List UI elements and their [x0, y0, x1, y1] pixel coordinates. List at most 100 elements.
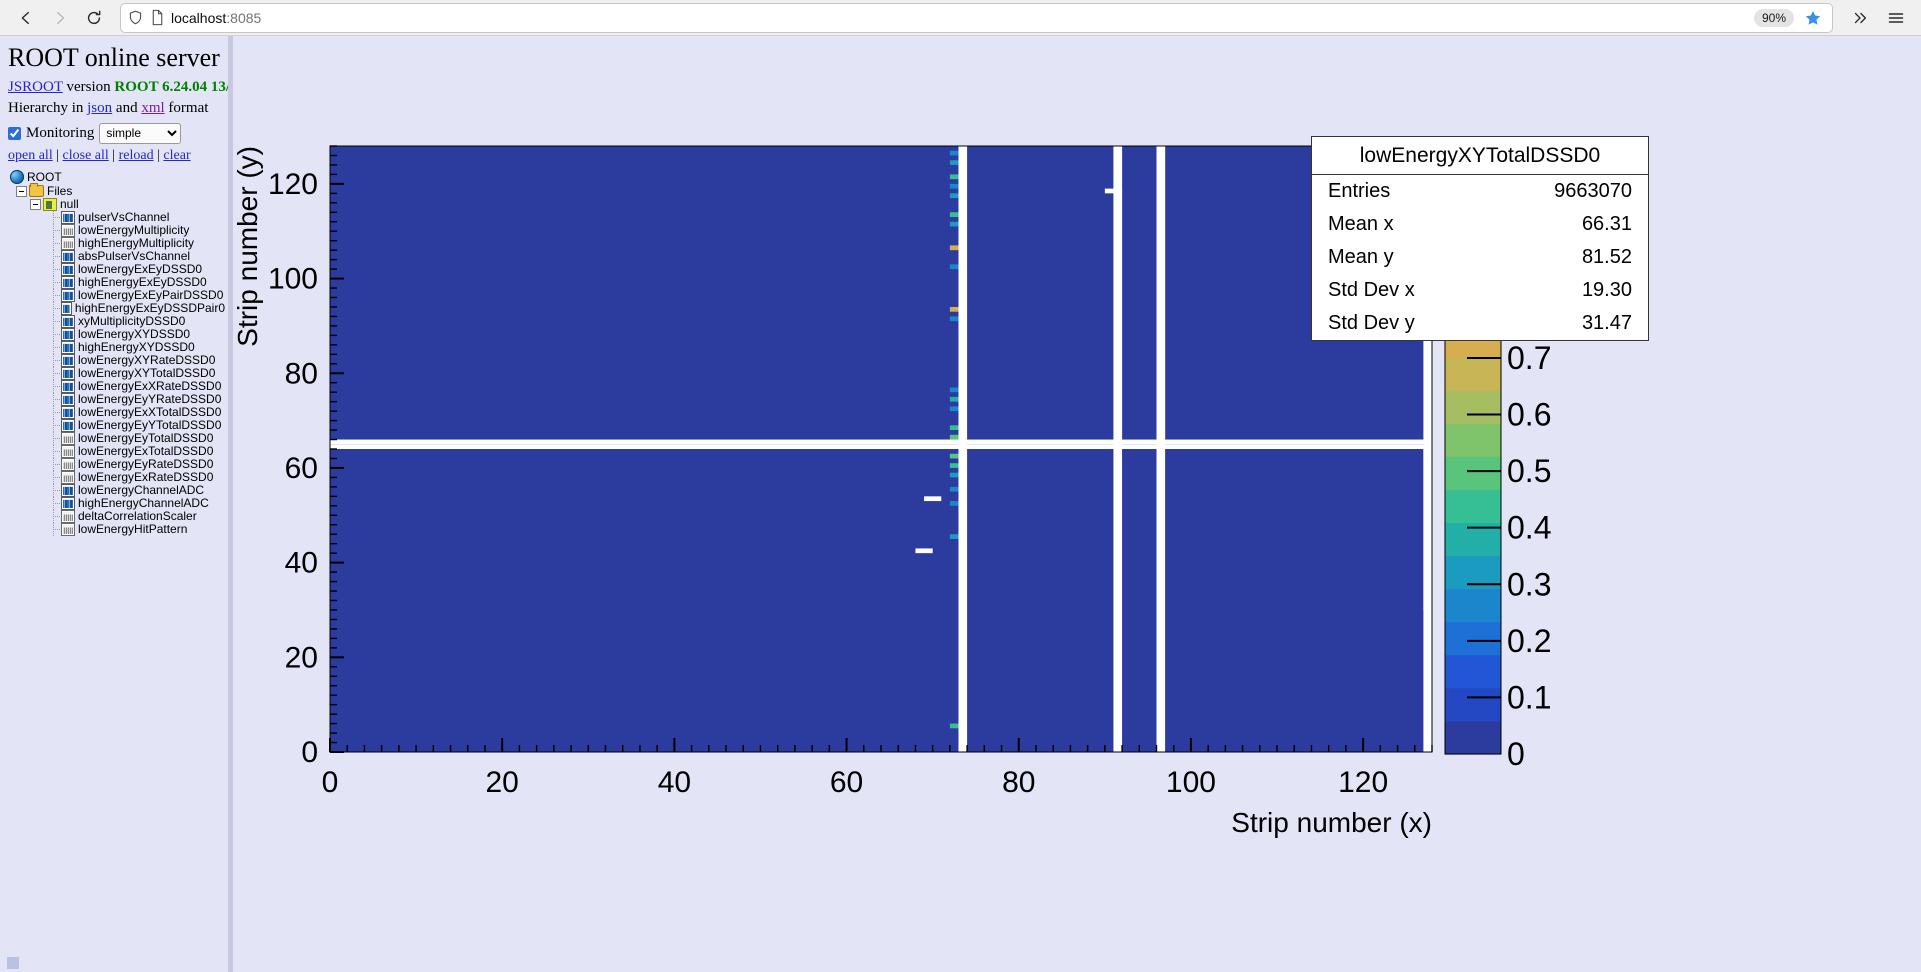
open-all-link[interactable]: open all — [8, 147, 53, 163]
hist2d-icon — [61, 418, 75, 432]
tree-item-lowEnergyChannelADC[interactable]: lowEnergyChannelADC — [8, 482, 225, 497]
tree-node-root[interactable]: ROOT — [8, 170, 225, 185]
close-all-link[interactable]: close all — [62, 147, 109, 163]
xml-link[interactable]: xml — [141, 99, 165, 116]
tree-item-highEnergyExEyDSSDPair0[interactable]: highEnergyExEyDSSDPair0 — [8, 300, 225, 315]
tree-item-label[interactable]: lowEnergyExXRateDSSD0 — [78, 378, 222, 393]
hist2d-icon — [61, 392, 75, 406]
y-tick-label-120: 120 — [268, 168, 318, 201]
address-bar[interactable]: localhost:8085 90% — [120, 2, 1833, 33]
tree-item-label[interactable]: lowEnergyExTotalDSSD0 — [78, 443, 214, 458]
tree-item-lowEnergyExTotalDSSD0[interactable]: lowEnergyExTotalDSSD0 — [8, 443, 225, 458]
tree-item-lowEnergyExEyDSSD0[interactable]: lowEnergyExEyDSSD0 — [8, 261, 225, 276]
tree-item-lowEnergyExRateDSSD0[interactable]: lowEnergyExRateDSSD0 — [8, 469, 225, 484]
heatmap-cell-x72-y55 — [949, 486, 959, 492]
tree-item-label[interactable]: highEnergyExEyDSSD0 — [78, 274, 207, 289]
shield-icon[interactable] — [127, 9, 144, 26]
bookmark-star-icon[interactable] — [1800, 9, 1826, 27]
tree-item-label[interactable]: lowEnergyEyYRateDSSD0 — [78, 391, 222, 406]
tree-item-label[interactable]: lowEnergyXYRateDSSD0 — [78, 352, 216, 367]
colorbar-label-0.4: 0.4 — [1507, 510, 1551, 546]
tree-item-label[interactable]: lowEnergyXYTotalDSSD0 — [78, 365, 216, 380]
tree-item-lowEnergyEyTotalDSSD0[interactable]: lowEnergyEyTotalDSSD0 — [8, 430, 225, 445]
tree-node-file-null[interactable]: null — [8, 196, 225, 211]
tree-item-highEnergyChannelADC[interactable]: highEnergyChannelADC — [8, 495, 225, 510]
tree-item-label[interactable]: lowEnergyExXTotalDSSD0 — [78, 404, 222, 419]
heatmap-white-patch-2 — [1104, 188, 1123, 194]
tree-label-null[interactable]: null — [60, 196, 79, 211]
reload-link[interactable]: reload — [118, 147, 154, 163]
collapse-toggle-null[interactable] — [30, 198, 41, 210]
tree-connector — [48, 210, 61, 224]
hist2d-icon — [61, 379, 75, 393]
tree-item-label[interactable]: pulserVsChannel — [78, 209, 170, 224]
tree-item-pulserVsChannel[interactable]: pulserVsChannel — [8, 209, 225, 224]
tree-item-label[interactable]: lowEnergyExEyPairDSSD0 — [78, 287, 224, 302]
tree-item-lowEnergyEyYRateDSSD0[interactable]: lowEnergyEyYRateDSSD0 — [8, 391, 225, 406]
tree-node-files[interactable]: Files — [8, 183, 225, 198]
tree-item-label[interactable]: highEnergyMultiplicity — [78, 235, 195, 250]
overflow-menu-button[interactable] — [1845, 3, 1875, 33]
tree-item-lowEnergyHitPattern[interactable]: lowEnergyHitPattern — [8, 521, 225, 536]
heatmap-white-patch-1 — [915, 548, 933, 554]
tree-item-label[interactable]: xyMultiplicityDSSD0 — [78, 313, 186, 328]
tree-item-label[interactable]: lowEnergyEyTotalDSSD0 — [78, 430, 214, 445]
jsroot-link[interactable]: JSROOT — [8, 78, 63, 95]
tree-item-deltaCorrelationScaler[interactable]: deltaCorrelationScaler — [8, 508, 225, 523]
sidebar-resizer[interactable] — [228, 36, 231, 972]
heatmap-cell-x72-y91 — [949, 316, 959, 322]
tree-item-label[interactable]: lowEnergyExEyDSSD0 — [78, 261, 203, 276]
tree-label-files[interactable]: Files — [47, 183, 73, 198]
monitoring-checkbox[interactable] — [8, 126, 21, 140]
tree-item-absPulserVsChannel[interactable]: absPulserVsChannel — [8, 248, 225, 263]
monitoring-select[interactable]: simple — [99, 122, 182, 144]
tree-item-lowEnergyExEyPairDSSD0[interactable]: lowEnergyExEyPairDSSD0 — [8, 287, 225, 302]
app-menu-button[interactable] — [1881, 3, 1911, 33]
page-document-icon[interactable] — [150, 9, 165, 26]
tree-item-lowEnergyEyRateDSSD0[interactable]: lowEnergyEyRateDSSD0 — [8, 456, 225, 471]
tree-connector — [48, 509, 61, 523]
tree-item-label[interactable]: lowEnergyXYDSSD0 — [78, 326, 191, 341]
tree-item-lowEnergyXYRateDSSD0[interactable]: lowEnergyXYRateDSSD0 — [8, 352, 225, 367]
tree-item-label[interactable]: highEnergyChannelADC — [78, 495, 209, 510]
tree-item-lowEnergyExXRateDSSD0[interactable]: lowEnergyExXRateDSSD0 — [8, 378, 225, 393]
collapse-toggle-files[interactable] — [16, 185, 27, 197]
zoom-level-badge[interactable]: 90% — [1753, 8, 1794, 27]
histogram-canvas[interactable]: 0 20 40 60 80 100 120 Strip number (x) 0 20 40 60 80… — [233, 36, 1921, 972]
tree-item-label[interactable]: highEnergyXYDSSD0 — [78, 339, 195, 354]
stat-value: 19.30 — [1581, 279, 1632, 301]
clear-link[interactable]: clear — [163, 147, 191, 163]
tree-item-lowEnergyEyYTotalDSSD0[interactable]: lowEnergyEyYTotalDSSD0 — [8, 417, 225, 432]
tree-item-xyMultiplicityDSSD0[interactable]: xyMultiplicityDSSD0 — [8, 313, 225, 328]
tree-item-highEnergyMultiplicity[interactable]: highEnergyMultiplicity — [8, 235, 225, 250]
tree-item-lowEnergyXYTotalDSSD0[interactable]: lowEnergyXYTotalDSSD0 — [8, 365, 225, 380]
tree-item-label[interactable]: highEnergyExEyDSSDPair0 — [74, 300, 225, 315]
tree-connector — [48, 249, 61, 263]
tree-item-label[interactable]: lowEnergyExRateDSSD0 — [78, 469, 214, 484]
tree-item-label[interactable]: deltaCorrelationScaler — [78, 508, 197, 523]
colorbar-label-0.6: 0.6 — [1507, 397, 1551, 433]
tree-item-label[interactable]: absPulserVsChannel — [78, 248, 191, 263]
sidebar-horizontal-scroll-thumb[interactable] — [7, 957, 19, 969]
json-link[interactable]: json — [87, 99, 113, 116]
tree-item-label[interactable]: lowEnergyHitPattern — [78, 521, 188, 536]
reload-button[interactable] — [78, 3, 110, 33]
tree-item-label[interactable]: lowEnergyChannelADC — [78, 482, 205, 497]
tree-item-label[interactable]: lowEnergyMultiplicity — [78, 222, 190, 237]
tree-item-lowEnergyXYDSSD0[interactable]: lowEnergyXYDSSD0 — [8, 326, 225, 341]
heatmap-cell-x72-y5 — [949, 723, 959, 729]
tree-connector — [48, 275, 61, 289]
tree-label-root[interactable]: ROOT — [27, 169, 62, 184]
tree-item-highEnergyXYDSSD0[interactable]: highEnergyXYDSSD0 — [8, 339, 225, 354]
tree-connector — [48, 301, 61, 315]
stats-box[interactable]: lowEnergyXYTotalDSSD0 Entries 9663070 Mean… — [1311, 136, 1649, 341]
tree-item-highEnergyExEyDSSD0[interactable]: highEnergyExEyDSSD0 — [8, 274, 225, 289]
stats-rows: Entries 9663070 Mean x 66.31 Mean y 81.52 Std … — [1312, 175, 1648, 340]
forward-button[interactable] — [44, 3, 76, 33]
tree-item-lowEnergyExXTotalDSSD0[interactable]: lowEnergyExXTotalDSSD0 — [8, 404, 225, 419]
tree-item-label[interactable]: lowEnergyEyRateDSSD0 — [78, 456, 214, 471]
tree-item-lowEnergyMultiplicity[interactable]: lowEnergyMultiplicity — [8, 222, 225, 237]
tree-item-label[interactable]: lowEnergyEyYTotalDSSD0 — [78, 417, 222, 432]
tree-connector — [48, 262, 61, 276]
back-button[interactable] — [10, 3, 42, 33]
